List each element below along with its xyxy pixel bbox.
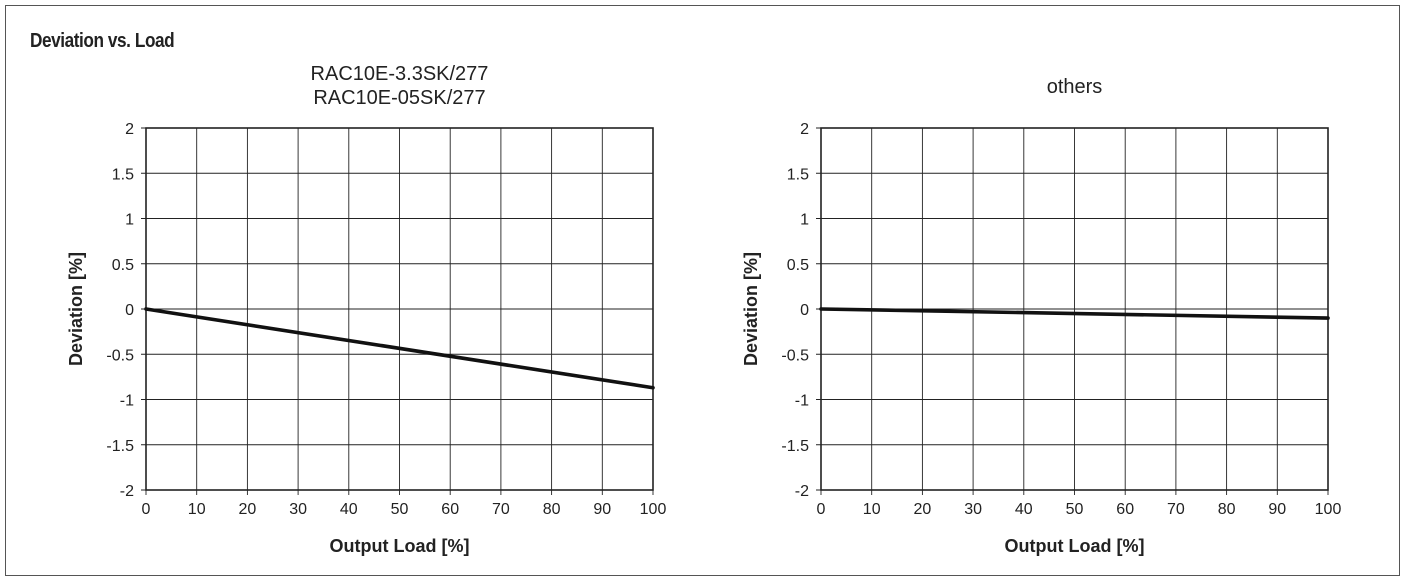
y-tick-label: -1.5 (781, 438, 809, 455)
series-line (144, 307, 655, 390)
y-tick-label: 0 (800, 302, 809, 319)
x-axis-label: Output Load [%] (1005, 536, 1145, 556)
x-tick-label: 80 (543, 501, 561, 518)
chart-title-line: others (1047, 76, 1103, 98)
x-tick-label: 50 (1066, 501, 1084, 518)
x-tick-label: 80 (1218, 501, 1236, 518)
x-tick-label: 60 (1116, 501, 1134, 518)
y-tick-label: 2 (125, 121, 134, 138)
x-tick-label: 100 (640, 501, 667, 518)
y-axis-label: Deviation [%] (66, 252, 86, 366)
x-tick-label: 90 (593, 501, 611, 518)
x-tick-label: 10 (188, 501, 206, 518)
x-tick-label: 40 (1015, 501, 1033, 518)
y-tick-label: 0.5 (787, 257, 809, 274)
x-tick-label: 10 (863, 501, 881, 518)
y-tick-label: -2 (120, 483, 134, 500)
x-axis-label: Output Load [%] (330, 536, 470, 556)
x-tick-label: 0 (817, 501, 826, 518)
y-tick-label: 0.5 (112, 257, 134, 274)
x-tick-label: 0 (142, 501, 151, 518)
x-tick-label: 70 (1167, 501, 1185, 518)
y-tick-label: 0 (125, 302, 134, 319)
y-tick-label: -0.5 (781, 347, 809, 364)
x-tick-label: 50 (391, 501, 409, 518)
x-tick-label: 100 (1315, 501, 1342, 518)
y-tick-label: 2 (800, 121, 809, 138)
x-tick-label: 60 (441, 501, 459, 518)
chart-title-line: RAC10E-05SK/277 (313, 87, 485, 109)
x-tick-label: 40 (340, 501, 358, 518)
series-line (819, 307, 1330, 320)
figure-frame (5, 5, 1400, 576)
y-tick-label: -0.5 (106, 347, 134, 364)
chart-title-line: RAC10E-3.3SK/277 (311, 63, 489, 85)
x-tick-label: 70 (492, 501, 510, 518)
x-tick-label: 90 (1268, 501, 1286, 518)
chart-right: others 0 10 20 30 40 50 60 70 80 90 100 2 1.5 1 0.5 0 -0.… (741, 76, 1341, 556)
y-axis-label: Deviation [%] (741, 252, 761, 366)
y-tick-label: 1.5 (787, 166, 809, 183)
x-tick-label: 30 (964, 501, 982, 518)
y-tick-label: -1.5 (106, 438, 134, 455)
y-tick-label: 1 (800, 212, 809, 229)
y-tick-label: 1.5 (112, 166, 134, 183)
y-tick-label: -1 (795, 393, 809, 410)
y-tick-label: 1 (125, 212, 134, 229)
y-tick-label: -1 (120, 393, 134, 410)
x-tick-label: 20 (239, 501, 257, 518)
y-tick-label: -2 (795, 483, 809, 500)
x-tick-label: 30 (289, 501, 307, 518)
x-tick-label: 20 (914, 501, 932, 518)
page-title: Deviation vs. Load (30, 30, 175, 52)
